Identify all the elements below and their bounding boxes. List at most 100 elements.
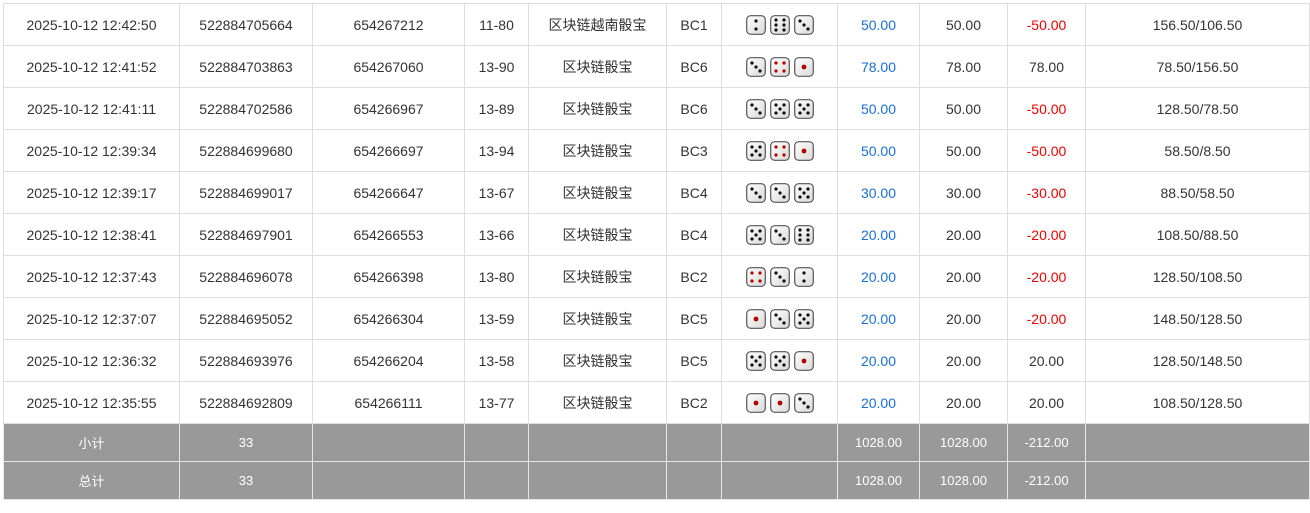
total-win: -212.00 [1007, 461, 1086, 500]
die-3-icon [793, 14, 814, 35]
table-cell: 11-80 [464, 3, 529, 46]
die-1-icon [793, 140, 814, 161]
win-cell: -20.00 [1007, 213, 1086, 256]
dice-cell [721, 171, 838, 214]
balance-cell: 88.50/58.50 [1085, 171, 1310, 214]
subtotal-row: 小计 33 1028.00 1028.00 -212.00 [3, 423, 1310, 462]
time-cell: 2025-10-12 12:37:07 [3, 297, 180, 340]
table-cell: 13-66 [464, 213, 529, 256]
die-3-icon [769, 224, 790, 245]
valid-cell: 30.00 [919, 171, 1008, 214]
game-cell: 区块链骰宝 [528, 45, 667, 88]
issue-cell: 654266967 [312, 87, 465, 130]
win-cell: -30.00 [1007, 171, 1086, 214]
issue-cell: 654266647 [312, 171, 465, 214]
dice-cell [721, 3, 838, 46]
die-5-icon [793, 98, 814, 119]
die-3-icon [769, 308, 790, 329]
dice-cell [721, 255, 838, 298]
table-cell: 13-89 [464, 87, 529, 130]
subtotal-bet: 1028.00 [837, 423, 920, 462]
win-cell: -50.00 [1007, 129, 1086, 172]
table-cell: 13-94 [464, 129, 529, 172]
table-cell: 13-58 [464, 339, 529, 382]
code-cell: BC6 [666, 87, 722, 130]
code-cell: BC2 [666, 381, 722, 424]
valid-cell: 50.00 [919, 87, 1008, 130]
die-3-icon [769, 182, 790, 203]
table-row: 2025-10-12 12:37:07 522884695052 654266304… [3, 297, 1310, 340]
code-cell: BC6 [666, 45, 722, 88]
table-row: 2025-10-12 12:35:55 522884692809 654266111… [3, 381, 1310, 424]
game-cell: 区块链骰宝 [528, 171, 667, 214]
die-1-icon [793, 350, 814, 371]
subtotal-label: 小计 [3, 423, 180, 462]
time-cell: 2025-10-12 12:39:17 [3, 171, 180, 214]
table-cell: 13-90 [464, 45, 529, 88]
balance-cell: 108.50/128.50 [1085, 381, 1310, 424]
valid-cell: 20.00 [919, 255, 1008, 298]
order-cell: 522884699017 [179, 171, 313, 214]
bet-cell: 50.00 [837, 87, 920, 130]
order-cell: 522884699680 [179, 129, 313, 172]
valid-cell: 78.00 [919, 45, 1008, 88]
win-cell: 20.00 [1007, 339, 1086, 382]
balance-cell: 108.50/88.50 [1085, 213, 1310, 256]
code-cell: BC3 [666, 129, 722, 172]
order-cell: 522884705664 [179, 3, 313, 46]
valid-cell: 20.00 [919, 381, 1008, 424]
bet-cell: 20.00 [837, 339, 920, 382]
game-cell: 区块链骰宝 [528, 339, 667, 382]
table-row: 2025-10-12 12:36:32 522884693976 654266204… [3, 339, 1310, 382]
win-cell: -50.00 [1007, 87, 1086, 130]
game-cell: 区块链越南骰宝 [528, 3, 667, 46]
dice-cell [721, 213, 838, 256]
bet-cell: 50.00 [837, 129, 920, 172]
die-1-icon [745, 392, 766, 413]
bet-records-table: 2025-10-12 12:42:50 522884705664 654267212… [3, 3, 1310, 500]
total-valid: 1028.00 [919, 461, 1008, 500]
die-6-icon [793, 224, 814, 245]
time-cell: 2025-10-12 12:42:50 [3, 3, 180, 46]
win-cell: -20.00 [1007, 255, 1086, 298]
win-cell: -50.00 [1007, 3, 1086, 46]
total-label: 总计 [3, 461, 180, 500]
issue-cell: 654266398 [312, 255, 465, 298]
win-cell: -20.00 [1007, 297, 1086, 340]
die-1-icon [745, 308, 766, 329]
die-5-icon [793, 182, 814, 203]
die-2-icon [745, 14, 766, 35]
issue-cell: 654266553 [312, 213, 465, 256]
code-cell: BC5 [666, 297, 722, 340]
dice-cell [721, 297, 838, 340]
valid-cell: 50.00 [919, 129, 1008, 172]
valid-cell: 20.00 [919, 213, 1008, 256]
die-3-icon [745, 182, 766, 203]
code-cell: BC4 [666, 171, 722, 214]
order-cell: 522884697901 [179, 213, 313, 256]
order-cell: 522884695052 [179, 297, 313, 340]
dice-cell [721, 339, 838, 382]
win-cell: 78.00 [1007, 45, 1086, 88]
die-5-icon [745, 140, 766, 161]
bet-cell: 20.00 [837, 213, 920, 256]
die-4-icon [769, 140, 790, 161]
dice-cell [721, 45, 838, 88]
order-cell: 522884702586 [179, 87, 313, 130]
time-cell: 2025-10-12 12:39:34 [3, 129, 180, 172]
valid-cell: 20.00 [919, 339, 1008, 382]
die-5-icon [745, 350, 766, 371]
table-row: 2025-10-12 12:42:50 522884705664 654267212… [3, 3, 1310, 46]
game-cell: 区块链骰宝 [528, 129, 667, 172]
table-row: 2025-10-12 12:39:17 522884699017 654266647… [3, 171, 1310, 214]
issue-cell: 654266204 [312, 339, 465, 382]
game-cell: 区块链骰宝 [528, 381, 667, 424]
order-cell: 522884703863 [179, 45, 313, 88]
code-cell: BC5 [666, 339, 722, 382]
issue-cell: 654266111 [312, 381, 465, 424]
issue-cell: 654267212 [312, 3, 465, 46]
table-cell: 13-80 [464, 255, 529, 298]
game-cell: 区块链骰宝 [528, 213, 667, 256]
die-1-icon [769, 392, 790, 413]
die-1-icon [793, 56, 814, 77]
